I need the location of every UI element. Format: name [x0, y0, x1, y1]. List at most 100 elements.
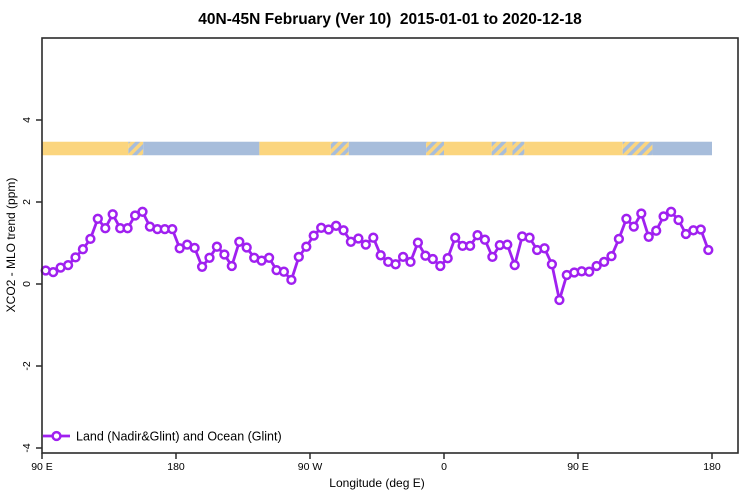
data-point — [204, 252, 215, 263]
data-point — [643, 231, 654, 242]
band-segment-ocean — [348, 141, 427, 156]
y-axis-ticks: -4 -2 0 2 4 — [21, 117, 42, 453]
data-point — [427, 253, 438, 265]
band-segment-land — [524, 141, 623, 156]
data-point — [301, 241, 312, 252]
data-point — [509, 259, 520, 271]
data-point — [502, 239, 513, 250]
band-segment-land — [444, 141, 492, 156]
data-series — [40, 206, 714, 306]
data-point — [167, 223, 178, 235]
data-point — [308, 230, 319, 241]
data-point — [464, 240, 476, 252]
data-point — [278, 266, 290, 277]
plot-border — [41, 37, 739, 454]
band-segment-mixed — [512, 141, 525, 156]
band-segment-land — [506, 141, 513, 156]
data-point — [62, 259, 74, 271]
data-point — [48, 266, 59, 278]
data-point — [524, 232, 535, 243]
data-point — [241, 242, 252, 253]
data-point — [598, 256, 610, 268]
data-point — [219, 249, 230, 260]
data-point — [263, 252, 275, 263]
data-point — [487, 251, 498, 263]
data-point — [353, 233, 364, 244]
data-point — [412, 237, 424, 248]
data-point — [479, 234, 491, 245]
data-point — [591, 260, 602, 272]
band-segment-mixed — [330, 141, 349, 156]
data-point — [546, 259, 558, 270]
data-point — [680, 228, 692, 240]
data-point — [77, 244, 89, 255]
x-axis-ticks: 90 E 180 90 W 0 90 E 180 — [31, 453, 721, 473]
data-point — [435, 260, 446, 272]
data-point — [137, 206, 148, 217]
data-point — [122, 223, 133, 234]
legend: Land (Nadir&Glint) and Ocean (Glint) — [43, 430, 282, 444]
x-tick-label: 90 E — [567, 461, 589, 473]
band-segment-mixed — [622, 141, 653, 156]
data-point — [196, 261, 208, 272]
data-point — [189, 242, 200, 254]
data-point — [293, 251, 304, 263]
data-point — [360, 239, 371, 250]
data-point — [70, 252, 81, 263]
data-point — [472, 230, 483, 241]
data-point — [628, 221, 639, 232]
data-point — [703, 244, 714, 256]
y-tick-label: 4 — [21, 117, 33, 123]
y-tick-label: 0 — [21, 281, 33, 287]
y-tick-label: -4 — [21, 443, 33, 452]
legend-label: Land (Nadir&Glint) and Ocean (Glint) — [76, 430, 282, 444]
data-point — [85, 233, 96, 245]
x-axis-title: Longitude (deg E) — [329, 476, 424, 490]
x-tick-label: 0 — [441, 461, 447, 473]
band-segment-land — [259, 141, 331, 156]
data-point — [695, 224, 706, 235]
data-point — [234, 236, 245, 247]
data-point — [665, 206, 677, 217]
data-point — [621, 213, 632, 224]
data-point — [405, 256, 416, 268]
legend-marker-icon — [51, 430, 62, 442]
data-point — [368, 232, 379, 243]
data-point — [174, 243, 185, 254]
x-tick-label: 180 — [703, 461, 721, 473]
data-point — [211, 241, 223, 252]
data-point — [539, 243, 550, 254]
data-point — [658, 211, 669, 222]
data-point — [636, 208, 647, 219]
land-ocean-band — [42, 141, 712, 156]
y-tick-label: -2 — [21, 361, 33, 370]
y-axis-title: XCO2 - MLO trend (ppm) — [4, 178, 18, 313]
data-point — [554, 294, 565, 306]
band-segment-ocean — [143, 141, 260, 156]
data-point — [338, 225, 349, 236]
data-point — [397, 251, 409, 263]
data-point — [673, 214, 684, 226]
y-tick-label: 2 — [21, 199, 33, 205]
band-segment-mixed — [426, 141, 444, 156]
x-tick-label: 180 — [167, 461, 185, 473]
data-point — [100, 223, 111, 234]
band-segment-mixed — [128, 141, 144, 156]
chart-title: 40N-45N February (Ver 10) 2015-01-01 to … — [198, 11, 582, 28]
data-point — [286, 274, 297, 286]
data-point — [651, 225, 662, 236]
data-point — [330, 220, 342, 231]
data-point — [375, 250, 386, 261]
band-segment-land — [42, 141, 129, 156]
data-point — [390, 259, 401, 270]
data-point — [92, 213, 103, 224]
band-segment-mixed — [491, 141, 507, 156]
data-point — [606, 250, 617, 262]
data-point — [613, 233, 625, 245]
data-point — [323, 224, 334, 235]
band-segment-ocean — [652, 141, 712, 156]
x-tick-label: 90 E — [31, 461, 53, 473]
x-tick-label: 90 W — [298, 461, 323, 473]
